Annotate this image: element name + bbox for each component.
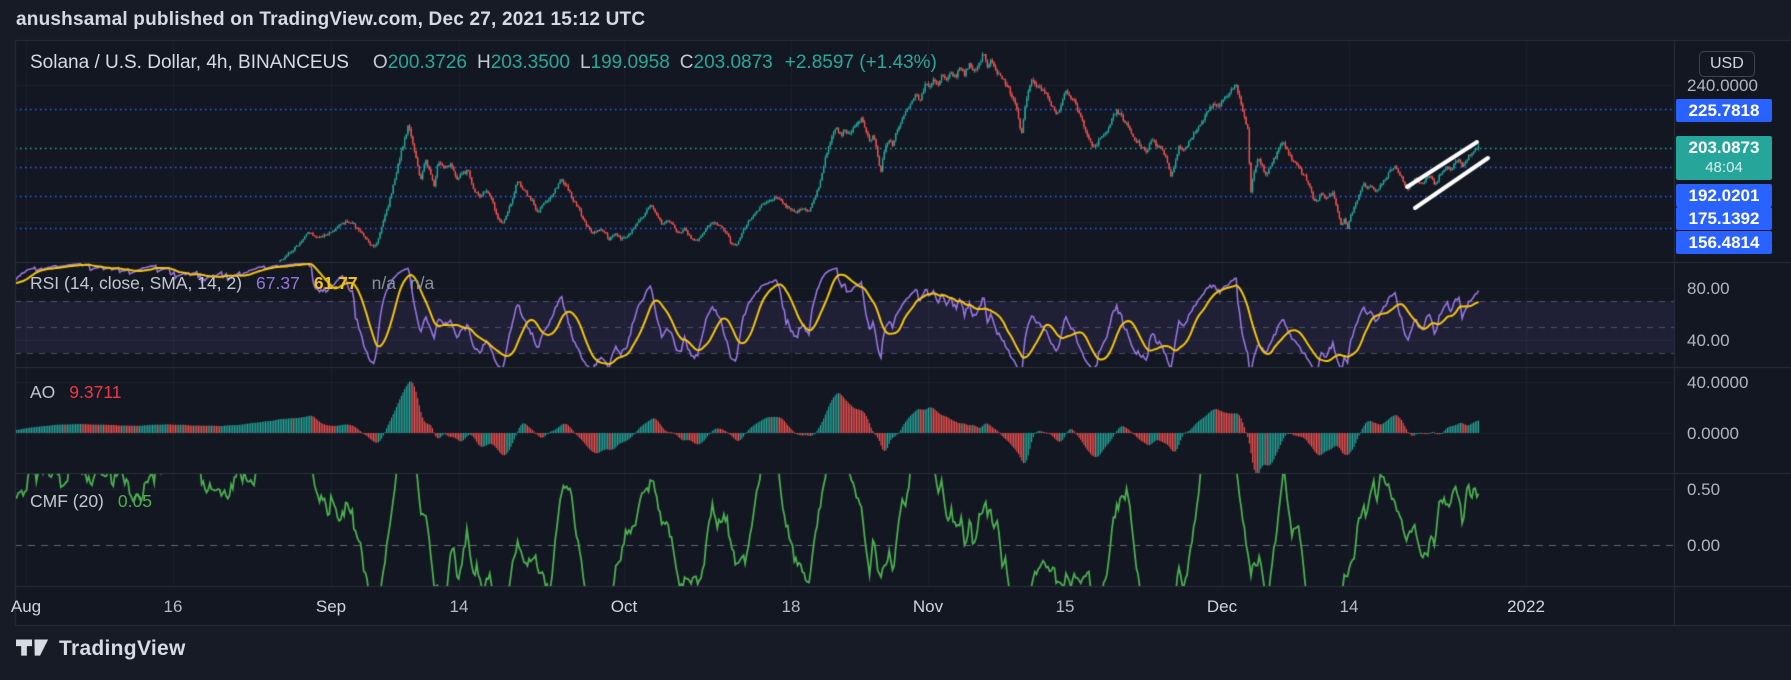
ohlc-close: 203.0873 (693, 52, 773, 73)
cmf-legend-title: CMF (20) (30, 490, 104, 511)
ohlc-open-key: O (372, 52, 388, 73)
time-axis-tick: 14 (449, 597, 469, 616)
ohlc-low: 199.0958 (590, 52, 670, 73)
ohlc-open: 200.3726 (387, 52, 467, 73)
price-change: +2.8597 (+1.43%) (784, 52, 937, 73)
rsi-legend[interactable]: RSI (14, close, SMA, 14, 2) 67.37 61.77 … (30, 272, 434, 294)
cmf-axis-tick: 0.50 (1687, 480, 1721, 499)
time-axis-tick: Oct (610, 597, 638, 616)
time-axis-tick: Nov (912, 597, 944, 616)
symbol-legend[interactable]: Solana / U.S. Dollar, 4h, BINANCEUS O 20… (30, 51, 937, 75)
bar-countdown: 48:04 (1705, 159, 1743, 176)
ao-legend-title: AO (30, 381, 56, 402)
alert-price-label[interactable]: 192.0201 (1676, 183, 1772, 207)
last-price-label[interactable]: 203.0873 48:04 (1676, 136, 1772, 180)
ohlc-high: 203.3500 (490, 52, 570, 73)
rsi-ma-value: 61.77 (313, 272, 358, 293)
time-axis-tick: Dec (1206, 597, 1238, 616)
rsi-legend-title: RSI (14, close, SMA, 14, 2) (30, 272, 243, 293)
price-axis-tick: 240.0000 (1687, 75, 1758, 95)
time-axis-tick: 15 (1055, 597, 1075, 616)
tradingview-wordmark: TradingView (59, 637, 186, 660)
rsi-value: 67.37 (256, 272, 300, 293)
time-axis-tick: 16 (163, 597, 183, 616)
ohlc-high-key: H (476, 52, 491, 73)
ao-legend[interactable]: AO 9.3711 (30, 381, 122, 403)
time-axis-tick: 18 (781, 597, 801, 616)
cmf-value: 0.05 (117, 490, 152, 511)
rsi-axis-tick: 80.00 (1687, 279, 1730, 298)
alert-price-label[interactable]: 225.7818 (1676, 98, 1772, 122)
alert-price-label[interactable]: 156.4814 (1676, 231, 1772, 254)
ao-value: 9.3711 (69, 381, 122, 402)
cmf-legend[interactable]: CMF (20) 0.05 (30, 490, 152, 512)
cmf-axis-tick: 0.00 (1687, 536, 1721, 555)
time-axis-tick: Aug (10, 597, 42, 616)
alert-price-label[interactable]: 175.1392 (1676, 207, 1772, 230)
ao-axis-tick: 0.0000 (1687, 424, 1739, 443)
last-price-value: 203.0873 (1688, 138, 1760, 157)
rsi-na-value-1: n/a (371, 272, 396, 293)
ohlc-close-key: C (679, 52, 694, 73)
currency-toggle-chip[interactable]: USD (1699, 51, 1755, 77)
ao-axis-tick: 40.0000 (1687, 373, 1749, 392)
rsi-na-value-2: n/a (409, 272, 435, 293)
tradingview-logo-icon (16, 639, 49, 656)
publish-info-bar: anushsamal published on TradingView.com,… (0, 0, 1791, 40)
publish-info-text: anushsamal published on TradingView.com,… (16, 9, 646, 30)
symbol-title: Solana / U.S. Dollar, 4h, BINANCEUS (30, 52, 349, 73)
rsi-axis-tick: 40.00 (1687, 331, 1730, 350)
time-axis-tick: 2022 (1507, 597, 1545, 616)
time-axis-tick: Sep (315, 597, 347, 616)
tradingview-footer[interactable]: TradingView (16, 634, 186, 664)
time-axis-tick: 14 (1339, 597, 1359, 616)
ohlc-low-key: L (579, 52, 591, 73)
